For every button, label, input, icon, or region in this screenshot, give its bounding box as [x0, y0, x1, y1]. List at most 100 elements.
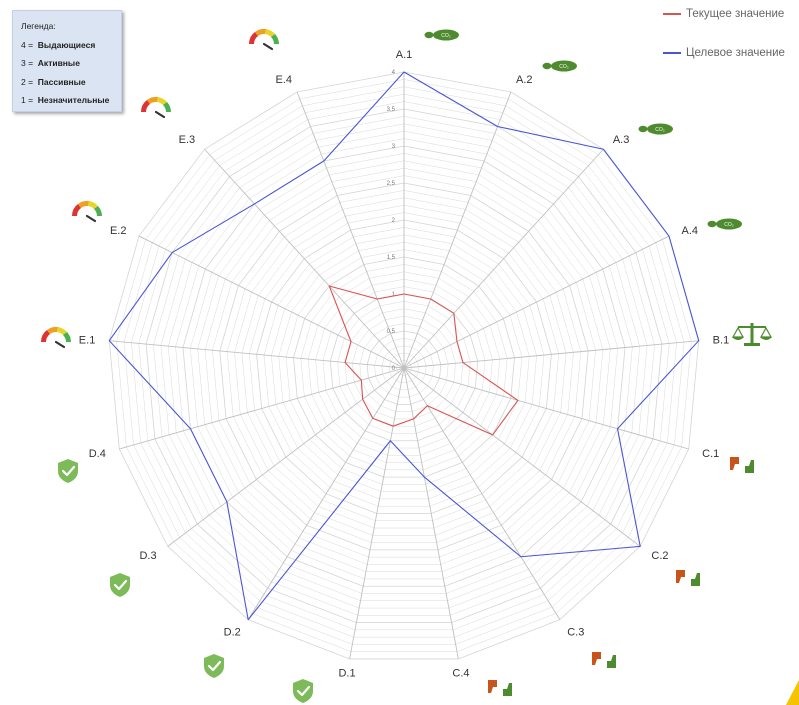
radar-axis-labels: A.1 A.2 A.3 A.4 B.1 C.1 C.2 C.3 C.4 D.1 D.2 D.3 D.4 E…	[79, 49, 729, 680]
radar-spoke	[403, 235, 670, 369]
grid-ring	[116, 79, 692, 652]
grid-ring	[131, 93, 677, 638]
scales-icon	[731, 323, 773, 346]
radar-spoke	[403, 367, 459, 660]
shield-check-icon	[110, 573, 130, 597]
legend-current-value: Текущее значение	[663, 8, 784, 20]
axis-label-c-4: C.4	[452, 668, 469, 680]
grid-ring	[278, 241, 530, 492]
grid-ring	[374, 338, 434, 398]
gauge-icon	[141, 96, 171, 119]
axis-label-c-3: C.3	[567, 627, 584, 639]
grid-ring	[234, 197, 574, 536]
co2-footprint-icon: CO₂	[638, 123, 673, 135]
axis-label-d-3: D.3	[139, 550, 156, 562]
radar-tick-label: 1	[392, 292, 396, 298]
gauge-icon	[72, 200, 102, 223]
grid-ring	[271, 234, 537, 500]
radar-spoke	[138, 235, 405, 369]
radar-series	[108, 71, 700, 621]
grid-ring	[226, 190, 582, 543]
axis-label-e-4: E.4	[275, 74, 292, 86]
radar-tick-label: 0	[392, 366, 396, 372]
grid-ring	[138, 101, 670, 631]
grid-ring	[212, 175, 596, 558]
series-current-value-line	[328, 285, 519, 436]
radar-spoke	[403, 367, 689, 450]
grid-ring	[123, 86, 685, 645]
legend-target-label: Целевое значение	[686, 47, 785, 59]
grid-ring	[190, 153, 618, 580]
radar-spoke	[296, 91, 405, 369]
radar-tick-label: 4	[392, 70, 396, 76]
grid-ring	[182, 145, 626, 587]
co2-footprint-icon: CO₂	[424, 29, 459, 41]
radar-tick-label: 3	[392, 144, 396, 150]
grid-ring	[366, 330, 442, 405]
radar-grid	[108, 71, 700, 660]
gauge-icon	[249, 28, 279, 51]
score-legend-item: 3 = Активные	[21, 58, 80, 68]
grid-ring	[160, 123, 648, 609]
co2-footprint-icon: CO₂	[707, 218, 742, 230]
co2-footprint-icon: CO₂	[542, 60, 577, 72]
thumbs-up-down-icon	[676, 570, 700, 586]
radar-spoke	[247, 367, 405, 620]
axis-label-e-3: E.3	[179, 134, 196, 146]
svg-text:CO₂: CO₂	[724, 222, 734, 228]
shield-check-icon	[204, 654, 224, 678]
grid-ring	[344, 308, 464, 427]
shield-check-icon	[58, 459, 78, 483]
gauge-icon	[41, 326, 71, 349]
score-legend-item: 4 = Выдающиеся	[21, 39, 96, 50]
grid-ring	[300, 264, 508, 471]
radar-tick-label: 2	[392, 218, 396, 224]
score-legend-item: 1 = Незначительные	[21, 95, 110, 105]
radar-tick-labels: 0 0.5 1 1.5 2 2.5 3 3.5 4	[387, 70, 396, 372]
radar-axis-icons: CO₂ CO₂ CO₂ CO₂	[41, 28, 773, 703]
axis-label-d-1: D.1	[338, 668, 355, 680]
score-legend-title: Легенда:	[21, 21, 56, 31]
radar-spoke	[167, 367, 405, 547]
grid-ring	[381, 345, 427, 391]
radar-spoke	[403, 91, 512, 369]
axis-label-b-1: B.1	[713, 334, 730, 346]
radar-spokes	[109, 72, 699, 660]
axis-label-a-1: A.1	[396, 49, 413, 61]
axis-label-c-1: C.1	[702, 448, 719, 460]
svg-text:CO₂: CO₂	[441, 33, 451, 39]
svg-text:CO₂: CO₂	[559, 64, 569, 70]
grid-ring	[359, 323, 449, 412]
axis-label-e-2: E.2	[110, 225, 127, 237]
grid-ring	[285, 249, 523, 485]
radar-tick-label: 2.5	[387, 181, 396, 187]
axis-label-a-2: A.2	[516, 74, 533, 86]
thumbs-up-down-icon	[488, 680, 512, 696]
thumbs-up-down-icon	[730, 457, 754, 473]
legend-current-label: Текущее значение	[686, 8, 785, 20]
legend-current-swatch	[663, 12, 681, 15]
radar-spoke	[204, 148, 405, 369]
axis-label-d-2: D.2	[224, 627, 241, 639]
grid-ring	[337, 301, 471, 434]
svg-text:CO₂: CO₂	[655, 127, 665, 133]
grid-ring	[204, 167, 604, 565]
grid-ring	[145, 108, 663, 623]
legend-target-value: Целевое значение	[663, 47, 785, 59]
radar-tick-label: 0.5	[387, 329, 396, 335]
axis-label-d-4: D.4	[89, 448, 106, 460]
grid-ring	[352, 315, 456, 420]
grid-ring	[241, 204, 567, 529]
grid-ring	[167, 130, 641, 601]
corner-decoration	[786, 680, 799, 705]
legend-target-swatch	[663, 51, 681, 54]
grid-ring	[329, 293, 479, 442]
radar-spoke	[119, 367, 405, 450]
radar-spoke	[403, 340, 699, 369]
radar-spoke	[403, 367, 561, 620]
grid-ring	[263, 227, 545, 507]
grid-ring	[307, 271, 501, 463]
shield-check-icon	[293, 679, 313, 703]
score-legend: Легенда: 4 = Выдающиеся 3 = Активные 2 =…	[12, 10, 122, 112]
